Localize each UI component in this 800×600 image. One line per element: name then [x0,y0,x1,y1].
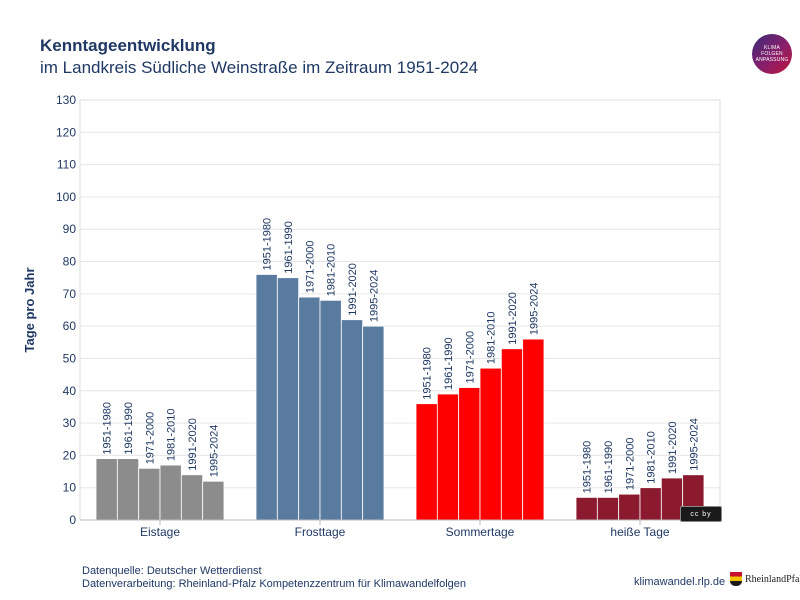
bar-period-label: 1971-2000 [304,240,316,293]
y-tick-label: 20 [63,448,77,462]
logo-line-3: ANPASSUNG [755,57,789,63]
bar [436,393,460,521]
bar-period-label: 1971-2000 [464,331,476,384]
bar-period-label: 1991-2020 [187,418,199,471]
bar [138,467,161,521]
x-category-label: heiße Tage [610,525,669,539]
bar-period-label: 1995-2024 [528,282,540,335]
y-tick-label: 0 [69,513,76,527]
bar [500,348,524,521]
bar [415,403,438,521]
bar [362,325,385,521]
rlp-logo-text: RheinlandPfalz [745,573,800,585]
bar-period-label: 1991-2020 [507,292,519,345]
logo-line-2: FOLGEN [761,51,783,57]
bar [319,299,342,521]
y-tick-label: 80 [63,255,77,269]
bar-period-label: 1961-1990 [123,402,135,455]
bar [618,493,641,521]
y-tick-label: 120 [56,125,76,139]
bar-period-label: 1951-1980 [422,347,434,400]
bar-period-label: 1961-1990 [443,337,455,390]
bar-period-label: 1995-2024 [368,270,380,323]
bar [180,474,204,521]
bar-period-label: 1981-2010 [486,312,498,365]
bar [255,274,278,521]
cc-license-badge[interactable]: cc by [680,506,722,522]
x-category-label: Sommertage [446,525,515,539]
data-source-note: Datenquelle: Deutscher Wetterdienst [82,565,262,577]
bar [522,338,545,521]
x-category-label: Eistage [140,525,180,539]
bar [639,487,662,521]
bar [95,458,118,521]
bar-period-label: 1961-1990 [603,441,615,494]
bar [202,480,225,521]
bar [458,387,481,521]
bar [159,464,182,521]
y-tick-label: 100 [56,190,76,204]
bar-period-label: 1981-2010 [646,431,658,484]
klimafolgen-logo[interactable]: KLIMA FOLGEN ANPASSUNG [752,34,792,74]
y-tick-label: 90 [63,222,77,236]
website-link[interactable]: klimawandel.rlp.de [634,576,726,588]
bar-period-label: 1995-2024 [688,418,700,471]
bar [479,367,502,521]
bar-period-label: 1971-2000 [624,438,636,491]
chart-title: Kenntageentwicklung [40,36,216,55]
bar-period-label: 1951-1980 [582,441,594,494]
y-tick-label: 40 [63,384,77,398]
rlp-crest-icon [730,572,742,586]
bar [116,458,140,521]
bar-period-label: 1951-1980 [102,402,114,455]
bar [276,277,300,521]
bar-period-label: 1991-2020 [347,263,359,316]
bar-period-label: 1951-1980 [262,218,274,271]
bar-period-label: 1991-2020 [667,421,679,474]
y-tick-label: 30 [63,416,77,430]
y-tick-label: 50 [63,351,77,365]
bar-period-label: 1995-2024 [208,425,220,478]
x-category-label: Frosttage [295,525,346,539]
y-tick-label: 110 [57,158,76,172]
bar [298,296,321,521]
bar-period-label: 1981-2010 [166,408,178,461]
y-tick-label: 10 [63,481,77,495]
bar [340,319,364,521]
data-processing-note: Datenverarbeitung: Rheinland-Pfalz Kompe… [82,578,466,590]
y-axis-title: Tage pro Jahr [22,267,37,352]
rlp-logo: RheinlandPfalz [730,572,800,586]
y-tick-label: 60 [63,319,77,333]
logo-line-1: KLIMA [763,45,780,51]
bar-period-label: 1971-2000 [144,412,156,465]
bar-period-label: 1961-1990 [283,221,295,274]
chart-subtitle: im Landkreis Südliche Weinstraße im Zeit… [40,58,479,77]
bar [575,496,598,521]
y-tick-label: 130 [56,93,76,107]
y-tick-label: 70 [63,287,77,301]
bar [596,496,620,521]
bar-period-label: 1981-2010 [326,244,338,297]
